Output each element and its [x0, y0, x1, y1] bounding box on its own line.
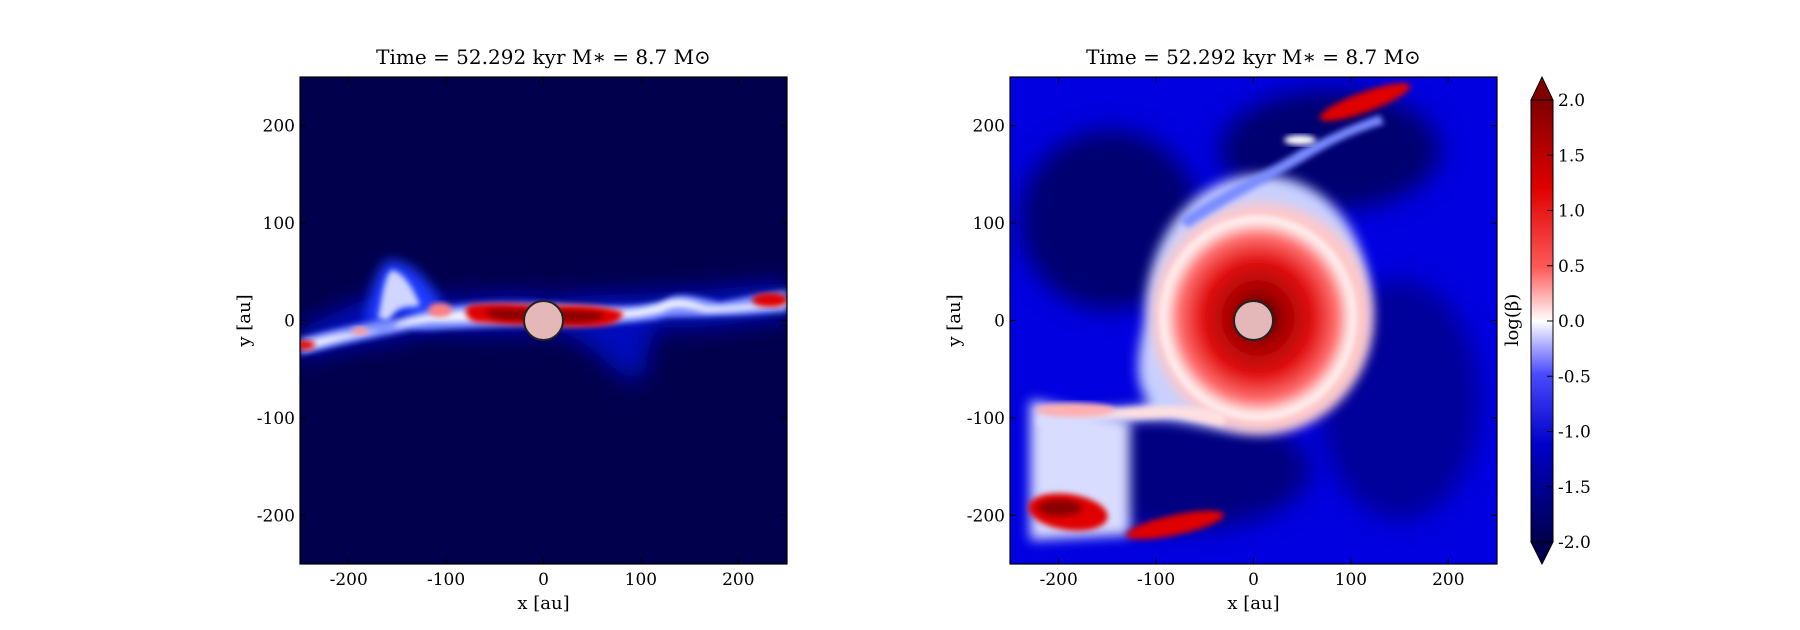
colorbar-tick-label: -1.0: [1558, 423, 1591, 443]
left-ytick-label: -200: [257, 506, 295, 526]
left-ylabel: y [au]: [234, 294, 255, 347]
axes-text: Time = 52.292 kyr M∗ = 8.7 M⊙ -200 -100 0 10…: [234, 45, 1497, 614]
left-xtick-label: 100: [625, 570, 657, 590]
right-xtick-label: 100: [1335, 570, 1367, 590]
right-xtick-label: -200: [1040, 570, 1078, 590]
right-heatmap: [1020, 83, 1480, 540]
right-top-white-strip: [1284, 135, 1316, 145]
right-ytick-label: 200: [973, 117, 1005, 137]
left-xtick-label: 200: [722, 570, 754, 590]
right-xlabel: x [au]: [1227, 593, 1279, 614]
left-pink-blob: [428, 303, 452, 317]
right-bottom-red-2: [1126, 510, 1224, 540]
left-xlabel: x [au]: [517, 593, 569, 614]
left-plume-white: [378, 270, 420, 322]
left-panel: [299, 76, 788, 565]
right-ytick-label: -100: [967, 409, 1005, 429]
right-upper-filament: [1180, 115, 1384, 228]
left-ytick-label: 0: [284, 312, 295, 332]
left-xtick-label: 0: [538, 570, 549, 590]
right-panel: [1009, 76, 1498, 565]
left-ytick-label: -100: [257, 409, 295, 429]
right-bottom-pink: [1035, 403, 1115, 417]
colorbar-bottom-extend: [1530, 541, 1554, 566]
right-xtick-label: -100: [1137, 570, 1175, 590]
right-top-red-strip: [1319, 83, 1411, 121]
colorbar-ticks: 2.0 1.5 1.0 0.5 0.0 -0.5 -1.0 -1.5 -2.0: [1547, 91, 1591, 553]
colorbar-tick-label: 2.0: [1558, 91, 1585, 111]
colorbar-tick-label: 1.5: [1558, 146, 1585, 166]
colorbar-top-extend: [1530, 75, 1554, 101]
left-xtick-label: -100: [427, 570, 465, 590]
right-xtick-label: 0: [1248, 570, 1259, 590]
left-ytick-label: 200: [263, 117, 295, 137]
colorbar-tick-label: -2.0: [1558, 533, 1591, 553]
left-ytick-label: 100: [263, 214, 295, 234]
left-xtick-label: -200: [330, 570, 368, 590]
right-ytick-label: -200: [967, 506, 1005, 526]
right-bottom-darkred-1: [1038, 500, 1082, 516]
colorbar-tick-label: -1.5: [1558, 478, 1591, 498]
left-red-blob-left: [300, 340, 315, 350]
colorbar-label: log(β): [1502, 294, 1523, 347]
colorbar: 2.0 1.5 1.0 0.5 0.0 -0.5 -1.0 -1.5 -2.0 log(β): [1502, 75, 1591, 566]
left-pink-blob-2: [352, 327, 368, 335]
colorbar-tick-label: -0.5: [1558, 367, 1591, 387]
right-ytick-label: 0: [994, 312, 1005, 332]
colorbar-tick-label: 1.0: [1558, 202, 1585, 222]
left-red-blob-right: [752, 293, 787, 307]
right-ytick-label: 100: [973, 214, 1005, 234]
left-panel-title: Time = 52.292 kyr M∗ = 8.7 M⊙: [376, 45, 711, 69]
right-panel-title: Time = 52.292 kyr M∗ = 8.7 M⊙: [1086, 45, 1421, 69]
colorbar-tick-label: 0.5: [1558, 257, 1585, 277]
right-ylabel: y [au]: [944, 294, 965, 347]
left-sink-particle: [523, 300, 564, 341]
right-xtick-label: 200: [1432, 570, 1464, 590]
colorbar-tick-label: 0.0: [1558, 312, 1585, 332]
right-sink-particle: [1233, 300, 1274, 341]
